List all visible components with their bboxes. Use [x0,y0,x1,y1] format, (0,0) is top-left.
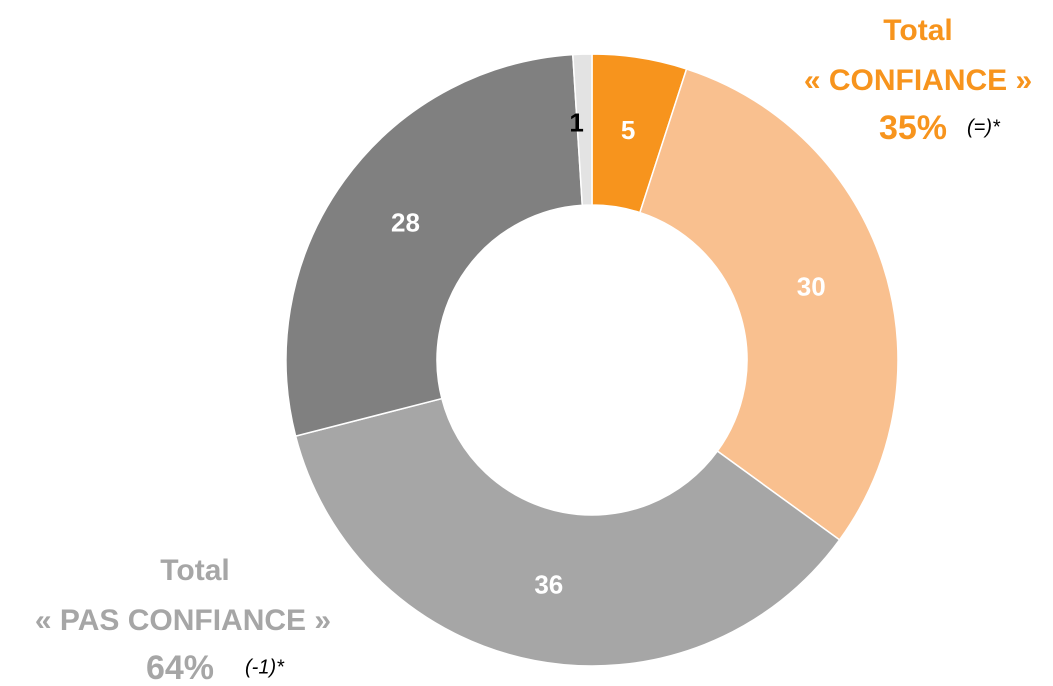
annotation-title: Total [160,554,229,587]
annotation-subtitle: « CONFIANCE » [804,64,1032,97]
data-label: 30 [797,272,826,302]
annotation-note: (-1)* [245,656,285,678]
data-label: 28 [391,207,420,237]
annotation-pas-confiance: Total « PAS CONFIANCE » 64% (-1)* [35,554,331,686]
donut-slice [571,53,593,207]
data-label: 36 [534,569,563,599]
annotation-title: Total [883,14,952,47]
annotation-subtitle: « PAS CONFIANCE » [35,604,331,637]
donut-slice [294,397,841,667]
donut-slice [638,68,899,541]
annotation-confiance: Total « CONFIANCE » 35% (=)* [804,14,1032,147]
data-label: 5 [621,115,635,145]
annotation-value: 64% [146,649,214,686]
annotation-value: 35% [879,109,947,147]
data-label: 1 [569,107,583,137]
annotation-note: (=)* [967,116,1001,138]
donut-slice [285,53,584,438]
